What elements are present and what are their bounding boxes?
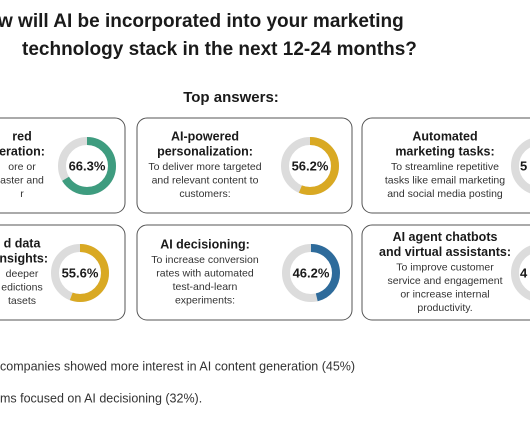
gauge-track — [511, 245, 530, 301]
card-description: To improve customer — [396, 261, 494, 273]
note: companies showed more interest in AI con… — [0, 359, 355, 373]
gauge-arc — [58, 137, 116, 195]
card-description: test-and-learn — [173, 281, 238, 293]
card-description: To streamline repetitive — [391, 161, 499, 173]
note: ms focused on AI decisioning (32%). — [0, 391, 202, 405]
gauge-track — [511, 138, 530, 194]
gauge-label: 46.2% — [293, 265, 330, 280]
gauge-label: 4 — [520, 265, 528, 280]
card-description: service and engagement — [388, 275, 503, 287]
card-description: productivity. — [417, 302, 472, 314]
card-description: and relevant content to — [152, 175, 259, 187]
card-title: d data — [4, 237, 42, 251]
card-description: or increase internal — [400, 288, 489, 300]
card-description: edictions — [1, 282, 42, 294]
card-title: red — [12, 130, 31, 144]
gauge-label: 5 — [520, 158, 527, 173]
card — [361, 117, 530, 214]
card-description: tasets — [8, 295, 36, 307]
card-title: eration: — [0, 145, 45, 159]
card-title: marketing tasks: — [395, 145, 494, 159]
card-title: personalization: — [157, 145, 253, 159]
card-title: and virtual assistants: — [379, 245, 511, 259]
card — [361, 224, 530, 321]
card-description: rates with automated — [156, 267, 254, 279]
card-title: Automated — [412, 130, 477, 144]
card-title: AI decisioning: — [160, 237, 250, 251]
gauge-arc — [281, 137, 339, 195]
title-line: w will AI be incorporated into your mark… — [0, 11, 404, 32]
gauge-label: 55.6% — [62, 265, 99, 280]
card-title: AI-powered — [171, 130, 239, 144]
subtitle: Top answers: — [183, 89, 279, 106]
card-title: insights: — [0, 252, 48, 266]
card-description: To increase conversion — [151, 254, 259, 266]
card-description: deeper — [6, 268, 39, 280]
card-title: AI agent chatbots — [393, 230, 498, 244]
card-description: aster and — [0, 175, 44, 187]
card-description: tasks like email marketing — [385, 175, 505, 187]
gauge-arc — [51, 244, 109, 302]
card-description: ore or — [8, 161, 36, 173]
title-line: technology stack in the next 12-24 month… — [22, 39, 417, 60]
card-description: r — [20, 188, 24, 200]
card-description: customers: — [179, 188, 230, 200]
gauge-label: 66.3% — [69, 158, 106, 173]
card-description: To deliver more targeted — [148, 161, 261, 173]
card-description: experiments: — [175, 294, 235, 306]
card-description: and social media posting — [387, 188, 503, 200]
gauge-arc — [282, 244, 340, 302]
gauge-label: 56.2% — [292, 158, 329, 173]
